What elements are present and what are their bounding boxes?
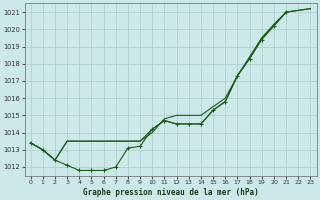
X-axis label: Graphe pression niveau de la mer (hPa): Graphe pression niveau de la mer (hPa) [83,188,258,197]
